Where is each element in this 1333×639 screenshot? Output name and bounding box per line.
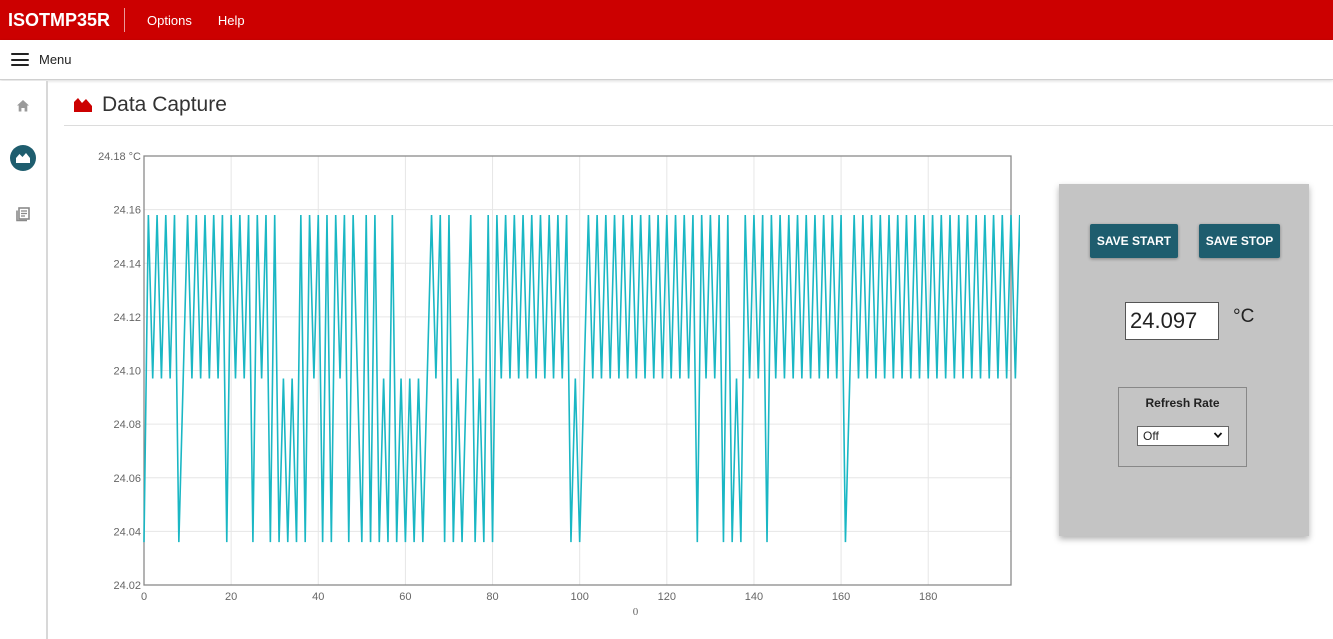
x-tick-label: 80 bbox=[486, 591, 498, 603]
y-tick-label: 24.16 bbox=[113, 205, 141, 217]
refresh-rate-selected-value: Off bbox=[1143, 429, 1159, 443]
y-tick-label: 24.06 bbox=[113, 473, 141, 485]
x-axis-label: 0 bbox=[633, 606, 639, 618]
temperature-unit: °C bbox=[1233, 306, 1255, 327]
x-tick-label: 180 bbox=[919, 591, 937, 603]
chart-title-icon bbox=[74, 97, 92, 112]
x-tick-label: 0 bbox=[141, 591, 147, 603]
temperature-chart: 24.02 24.04 24.06 24.08 24.10 24.12 24.14 24.16… bbox=[60, 140, 1025, 630]
y-tick-label: 24.12 bbox=[113, 312, 141, 324]
page-title: Data Capture bbox=[102, 92, 227, 116]
sidebar bbox=[0, 81, 48, 639]
x-tick-label: 20 bbox=[225, 591, 237, 603]
y-tick-label: 24.14 bbox=[113, 258, 141, 270]
chart-svg: 24.02 24.04 24.06 24.08 24.10 24.12 24.14 24.16… bbox=[98, 151, 1025, 618]
y-tick-label: 24.04 bbox=[113, 526, 141, 538]
y-tick-label: 24.08 bbox=[113, 419, 141, 431]
y-tick-label: 24.10 bbox=[113, 366, 141, 378]
refresh-rate-group: Refresh Rate Off bbox=[1118, 387, 1247, 467]
app-header: ISOTMP35R Options Help bbox=[0, 0, 1333, 40]
refresh-rate-select[interactable]: Off bbox=[1137, 426, 1229, 446]
help-menu[interactable]: Help bbox=[217, 12, 245, 28]
chart-area-icon[interactable] bbox=[10, 145, 36, 171]
x-tick-label: 140 bbox=[745, 591, 763, 603]
x-tick-label: 120 bbox=[658, 591, 676, 603]
y-tick-label: 24.18 °C bbox=[98, 151, 141, 163]
temperature-readout: 24.097 bbox=[1125, 302, 1219, 340]
chevron-down-icon bbox=[1213, 432, 1223, 439]
menu-bar: Menu bbox=[0, 40, 1333, 80]
x-tick-label: 160 bbox=[832, 591, 850, 603]
y-tick-label: 24.02 bbox=[113, 580, 141, 592]
x-tick-label: 40 bbox=[312, 591, 324, 603]
control-panel: SAVE START SAVE STOP 24.097 °C Refresh R… bbox=[1059, 184, 1309, 536]
app-title: ISOTMP35R bbox=[0, 8, 126, 32]
save-stop-button[interactable]: SAVE STOP bbox=[1199, 224, 1280, 258]
page-header: Data Capture bbox=[64, 84, 1333, 126]
plot-frame bbox=[143, 155, 1012, 586]
options-menu[interactable]: Options bbox=[147, 12, 192, 28]
home-icon[interactable] bbox=[10, 93, 36, 119]
x-tick-label: 60 bbox=[399, 591, 411, 603]
hamburger-menu-icon[interactable] bbox=[11, 53, 29, 66]
series-line bbox=[143, 214, 1025, 543]
x-tick-label: 100 bbox=[570, 591, 588, 603]
save-start-button[interactable]: SAVE START bbox=[1090, 224, 1178, 258]
menu-label[interactable]: Menu bbox=[39, 52, 72, 67]
refresh-rate-title: Refresh Rate bbox=[1145, 396, 1220, 410]
document-list-icon[interactable] bbox=[10, 201, 36, 227]
